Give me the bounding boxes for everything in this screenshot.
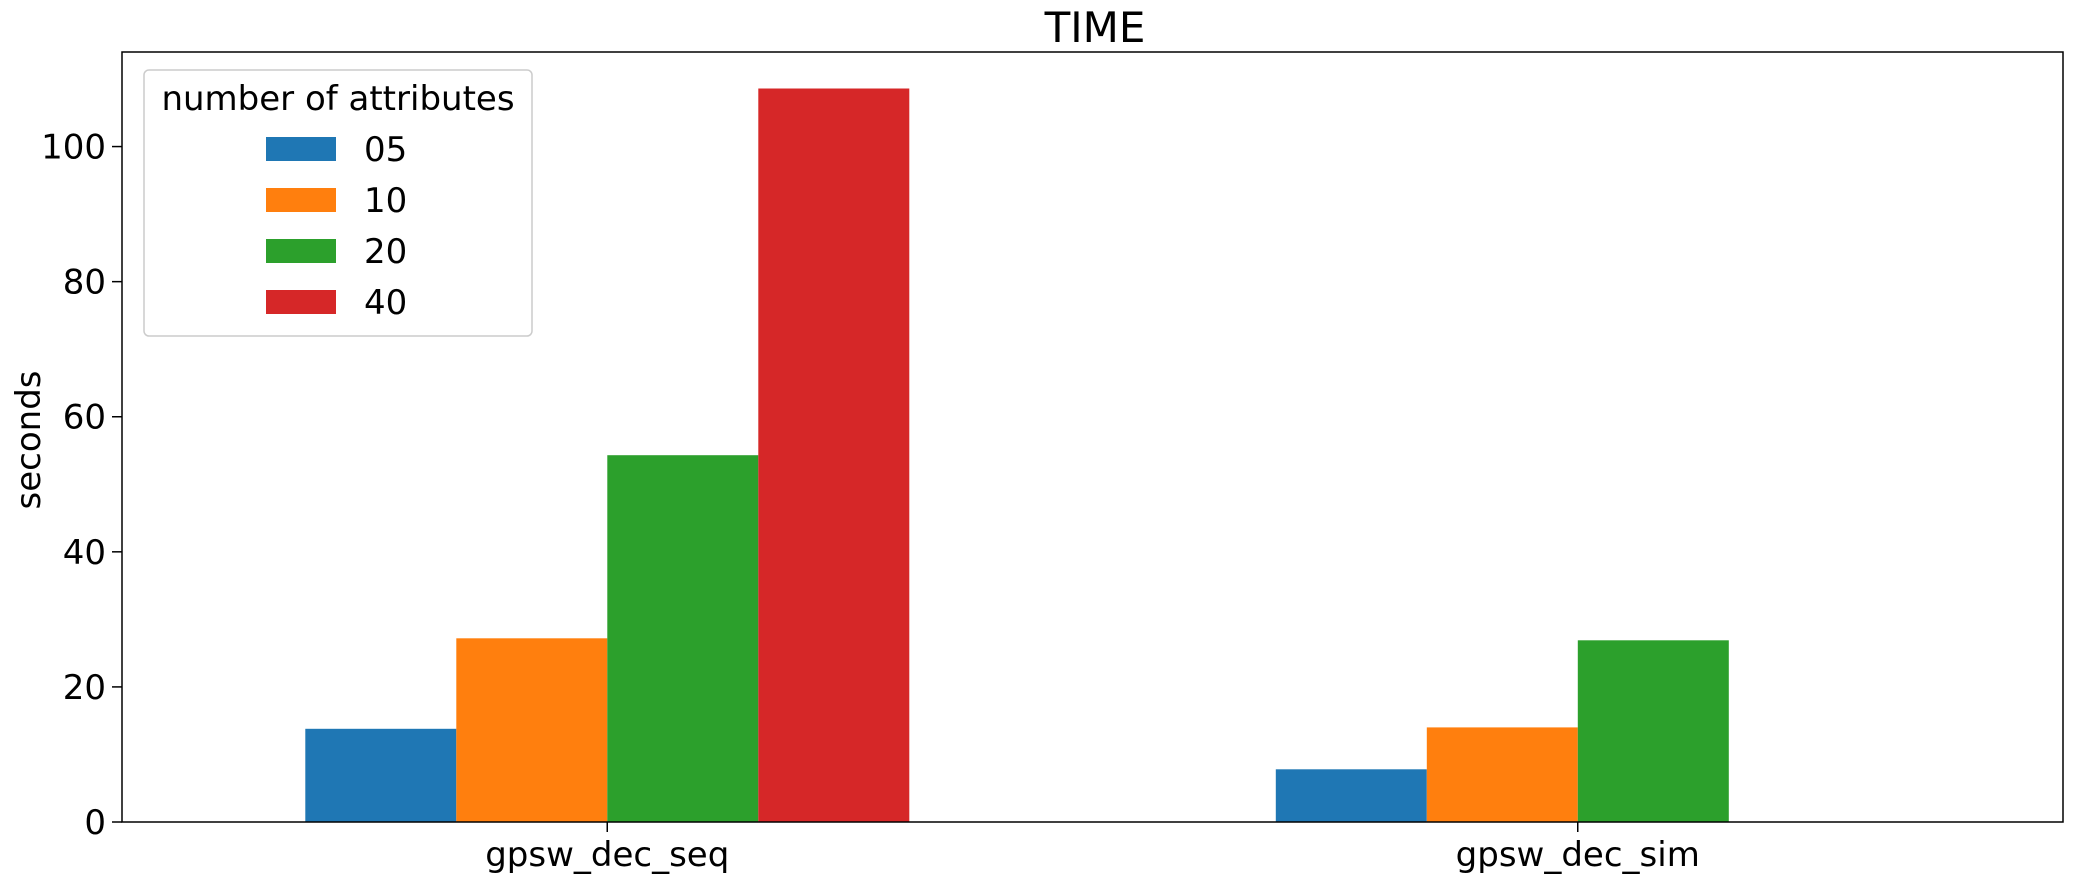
plot-area-frame bbox=[121, 51, 2064, 823]
legend-entries: 05 10 20 40 bbox=[266, 130, 407, 323]
bar-gpsw_dec_seq-05 bbox=[305, 728, 457, 822]
legend-label-05: 05 bbox=[364, 130, 407, 170]
y-axis-ticks: 0 20 40 60 80 100 bbox=[41, 128, 122, 843]
legend-box bbox=[143, 69, 533, 337]
legend-swatch-10 bbox=[266, 188, 336, 212]
bars-group bbox=[305, 88, 1729, 822]
y-tick-label: 100 bbox=[41, 128, 106, 168]
bar-gpsw_dec_sim-05 bbox=[1275, 769, 1427, 822]
y-tick-label: 0 bbox=[84, 803, 106, 843]
legend-label-40: 40 bbox=[364, 283, 407, 323]
legend-swatch-05 bbox=[266, 137, 336, 161]
legend-label-10: 10 bbox=[364, 181, 407, 221]
x-tick-label: gpsw_dec_seq bbox=[485, 835, 729, 875]
legend-swatch-20 bbox=[266, 239, 336, 263]
bar-gpsw_dec_sim-20 bbox=[1577, 640, 1729, 822]
legend: number of attributes 05 10 20 40 bbox=[143, 69, 533, 337]
y-tick-label: 80 bbox=[63, 263, 106, 303]
x-tick-label: gpsw_dec_sim bbox=[1456, 835, 1700, 875]
x-axis-ticks: gpsw_dec_seq gpsw_dec_sim bbox=[485, 822, 1700, 875]
y-tick-label: 40 bbox=[63, 533, 106, 573]
legend-swatch-40 bbox=[266, 290, 336, 314]
y-tick-label: 20 bbox=[63, 668, 106, 708]
bar-gpsw_dec_seq-10 bbox=[456, 638, 608, 822]
chart-title: TIME bbox=[1044, 3, 1146, 52]
bar-gpsw_dec_sim-10 bbox=[1426, 727, 1578, 822]
legend-label-20: 20 bbox=[364, 232, 407, 272]
y-tick-label: 60 bbox=[63, 398, 106, 438]
legend-title: number of attributes bbox=[161, 79, 514, 119]
y-axis-label: seconds bbox=[9, 371, 49, 510]
bar-gpsw_dec_seq-40 bbox=[758, 88, 910, 822]
bar-gpsw_dec_seq-20 bbox=[607, 455, 759, 822]
